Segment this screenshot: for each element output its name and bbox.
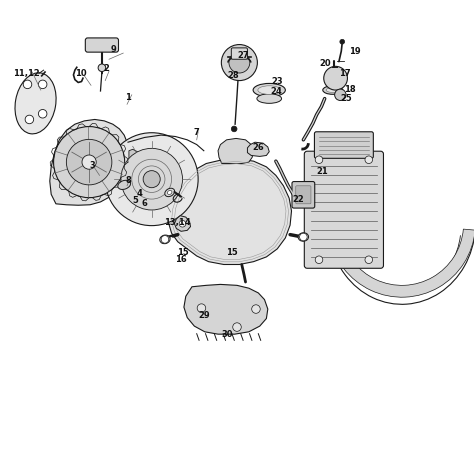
Text: 1: 1 (125, 93, 131, 101)
Circle shape (300, 233, 307, 241)
Text: 9: 9 (111, 46, 117, 54)
Circle shape (335, 89, 346, 100)
Circle shape (98, 64, 106, 72)
Text: 16: 16 (175, 255, 187, 264)
Polygon shape (50, 119, 129, 205)
Circle shape (315, 156, 323, 164)
Circle shape (82, 155, 96, 169)
Ellipse shape (258, 86, 281, 94)
Text: 19: 19 (349, 47, 360, 55)
Ellipse shape (323, 86, 343, 94)
Text: 2: 2 (104, 64, 109, 73)
FancyBboxPatch shape (304, 151, 383, 268)
Text: 22: 22 (293, 195, 304, 203)
Text: 27: 27 (237, 52, 248, 60)
Circle shape (23, 80, 32, 89)
Text: 8: 8 (125, 176, 131, 184)
Circle shape (161, 236, 169, 243)
Text: 21: 21 (317, 167, 328, 176)
Text: 24: 24 (270, 87, 282, 95)
Ellipse shape (118, 180, 131, 190)
Polygon shape (127, 149, 140, 176)
Circle shape (54, 127, 125, 198)
Circle shape (365, 156, 373, 164)
Text: 17: 17 (339, 69, 351, 78)
Text: 7: 7 (194, 128, 200, 137)
FancyBboxPatch shape (292, 182, 315, 208)
Text: 6: 6 (142, 200, 147, 208)
Ellipse shape (167, 191, 172, 194)
Text: 10: 10 (75, 69, 86, 78)
Text: 25: 25 (340, 94, 352, 103)
Circle shape (231, 126, 237, 132)
Text: 20: 20 (319, 60, 330, 68)
Ellipse shape (165, 188, 174, 197)
Polygon shape (218, 138, 254, 164)
Text: 28: 28 (228, 72, 239, 80)
Circle shape (340, 39, 345, 44)
Circle shape (105, 133, 198, 226)
Polygon shape (168, 159, 292, 264)
Ellipse shape (160, 235, 170, 244)
Circle shape (315, 256, 323, 264)
Circle shape (252, 305, 260, 313)
Ellipse shape (326, 88, 339, 92)
Ellipse shape (253, 83, 285, 97)
Text: 26: 26 (253, 144, 264, 152)
Text: 5: 5 (132, 196, 138, 204)
Text: 4: 4 (137, 189, 143, 198)
Wedge shape (328, 172, 474, 297)
Circle shape (324, 66, 347, 90)
Circle shape (38, 109, 47, 118)
Polygon shape (174, 216, 191, 231)
FancyBboxPatch shape (296, 186, 311, 204)
Text: 15: 15 (177, 248, 188, 256)
Text: 13,14: 13,14 (164, 219, 191, 227)
Circle shape (179, 220, 186, 227)
Ellipse shape (257, 94, 282, 103)
Text: 29: 29 (198, 311, 210, 319)
Text: 3: 3 (90, 162, 95, 170)
FancyBboxPatch shape (231, 48, 247, 59)
Circle shape (365, 256, 373, 264)
Text: 11,12: 11,12 (13, 69, 39, 78)
Text: 18: 18 (344, 85, 356, 93)
Text: 15: 15 (227, 248, 238, 256)
Text: 23: 23 (272, 77, 283, 86)
FancyBboxPatch shape (85, 38, 118, 52)
Circle shape (229, 52, 250, 73)
Circle shape (233, 323, 241, 331)
Text: 30: 30 (222, 330, 233, 338)
FancyBboxPatch shape (314, 132, 374, 158)
Circle shape (66, 139, 112, 185)
Circle shape (121, 148, 182, 210)
Circle shape (143, 171, 160, 188)
Ellipse shape (15, 73, 56, 134)
Circle shape (197, 304, 206, 312)
Circle shape (38, 80, 47, 89)
Circle shape (221, 45, 257, 81)
Polygon shape (184, 284, 268, 334)
Ellipse shape (298, 233, 309, 241)
Polygon shape (247, 142, 269, 156)
Circle shape (25, 115, 34, 124)
